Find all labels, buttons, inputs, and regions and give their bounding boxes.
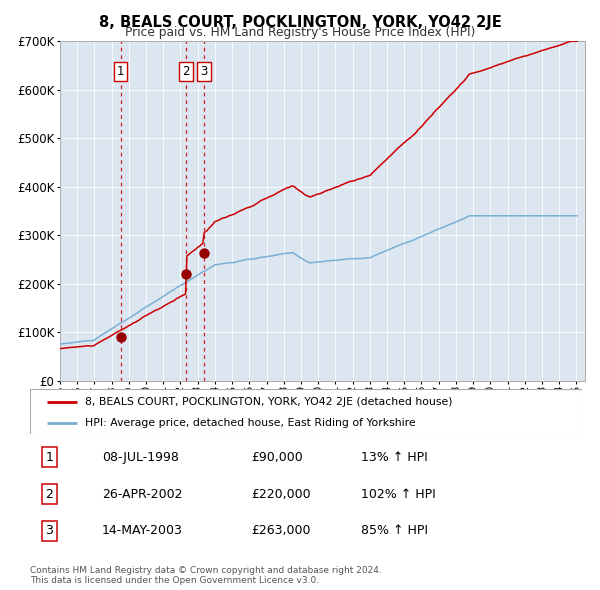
Text: Price paid vs. HM Land Registry's House Price Index (HPI): Price paid vs. HM Land Registry's House … — [125, 26, 475, 39]
Text: £220,000: £220,000 — [251, 487, 310, 501]
Text: 85% ↑ HPI: 85% ↑ HPI — [361, 525, 428, 537]
Text: 26-APR-2002: 26-APR-2002 — [102, 487, 182, 501]
Text: 1: 1 — [46, 451, 53, 464]
Text: 2: 2 — [46, 487, 53, 501]
Text: £90,000: £90,000 — [251, 451, 302, 464]
Text: HPI: Average price, detached house, East Riding of Yorkshire: HPI: Average price, detached house, East… — [85, 418, 416, 428]
Text: 14-MAY-2003: 14-MAY-2003 — [102, 525, 182, 537]
Text: 3: 3 — [200, 65, 208, 78]
Text: 8, BEALS COURT, POCKLINGTON, YORK, YO42 2JE (detached house): 8, BEALS COURT, POCKLINGTON, YORK, YO42 … — [85, 397, 453, 407]
Text: 08-JUL-1998: 08-JUL-1998 — [102, 451, 179, 464]
Text: 2: 2 — [182, 65, 190, 78]
Text: Contains HM Land Registry data © Crown copyright and database right 2024.
This d: Contains HM Land Registry data © Crown c… — [30, 566, 382, 585]
Text: 102% ↑ HPI: 102% ↑ HPI — [361, 487, 436, 501]
Text: 1: 1 — [117, 65, 124, 78]
Text: £263,000: £263,000 — [251, 525, 310, 537]
Text: 3: 3 — [46, 525, 53, 537]
FancyBboxPatch shape — [30, 389, 582, 434]
Text: 13% ↑ HPI: 13% ↑ HPI — [361, 451, 428, 464]
Text: 8, BEALS COURT, POCKLINGTON, YORK, YO42 2JE: 8, BEALS COURT, POCKLINGTON, YORK, YO42 … — [98, 15, 502, 30]
